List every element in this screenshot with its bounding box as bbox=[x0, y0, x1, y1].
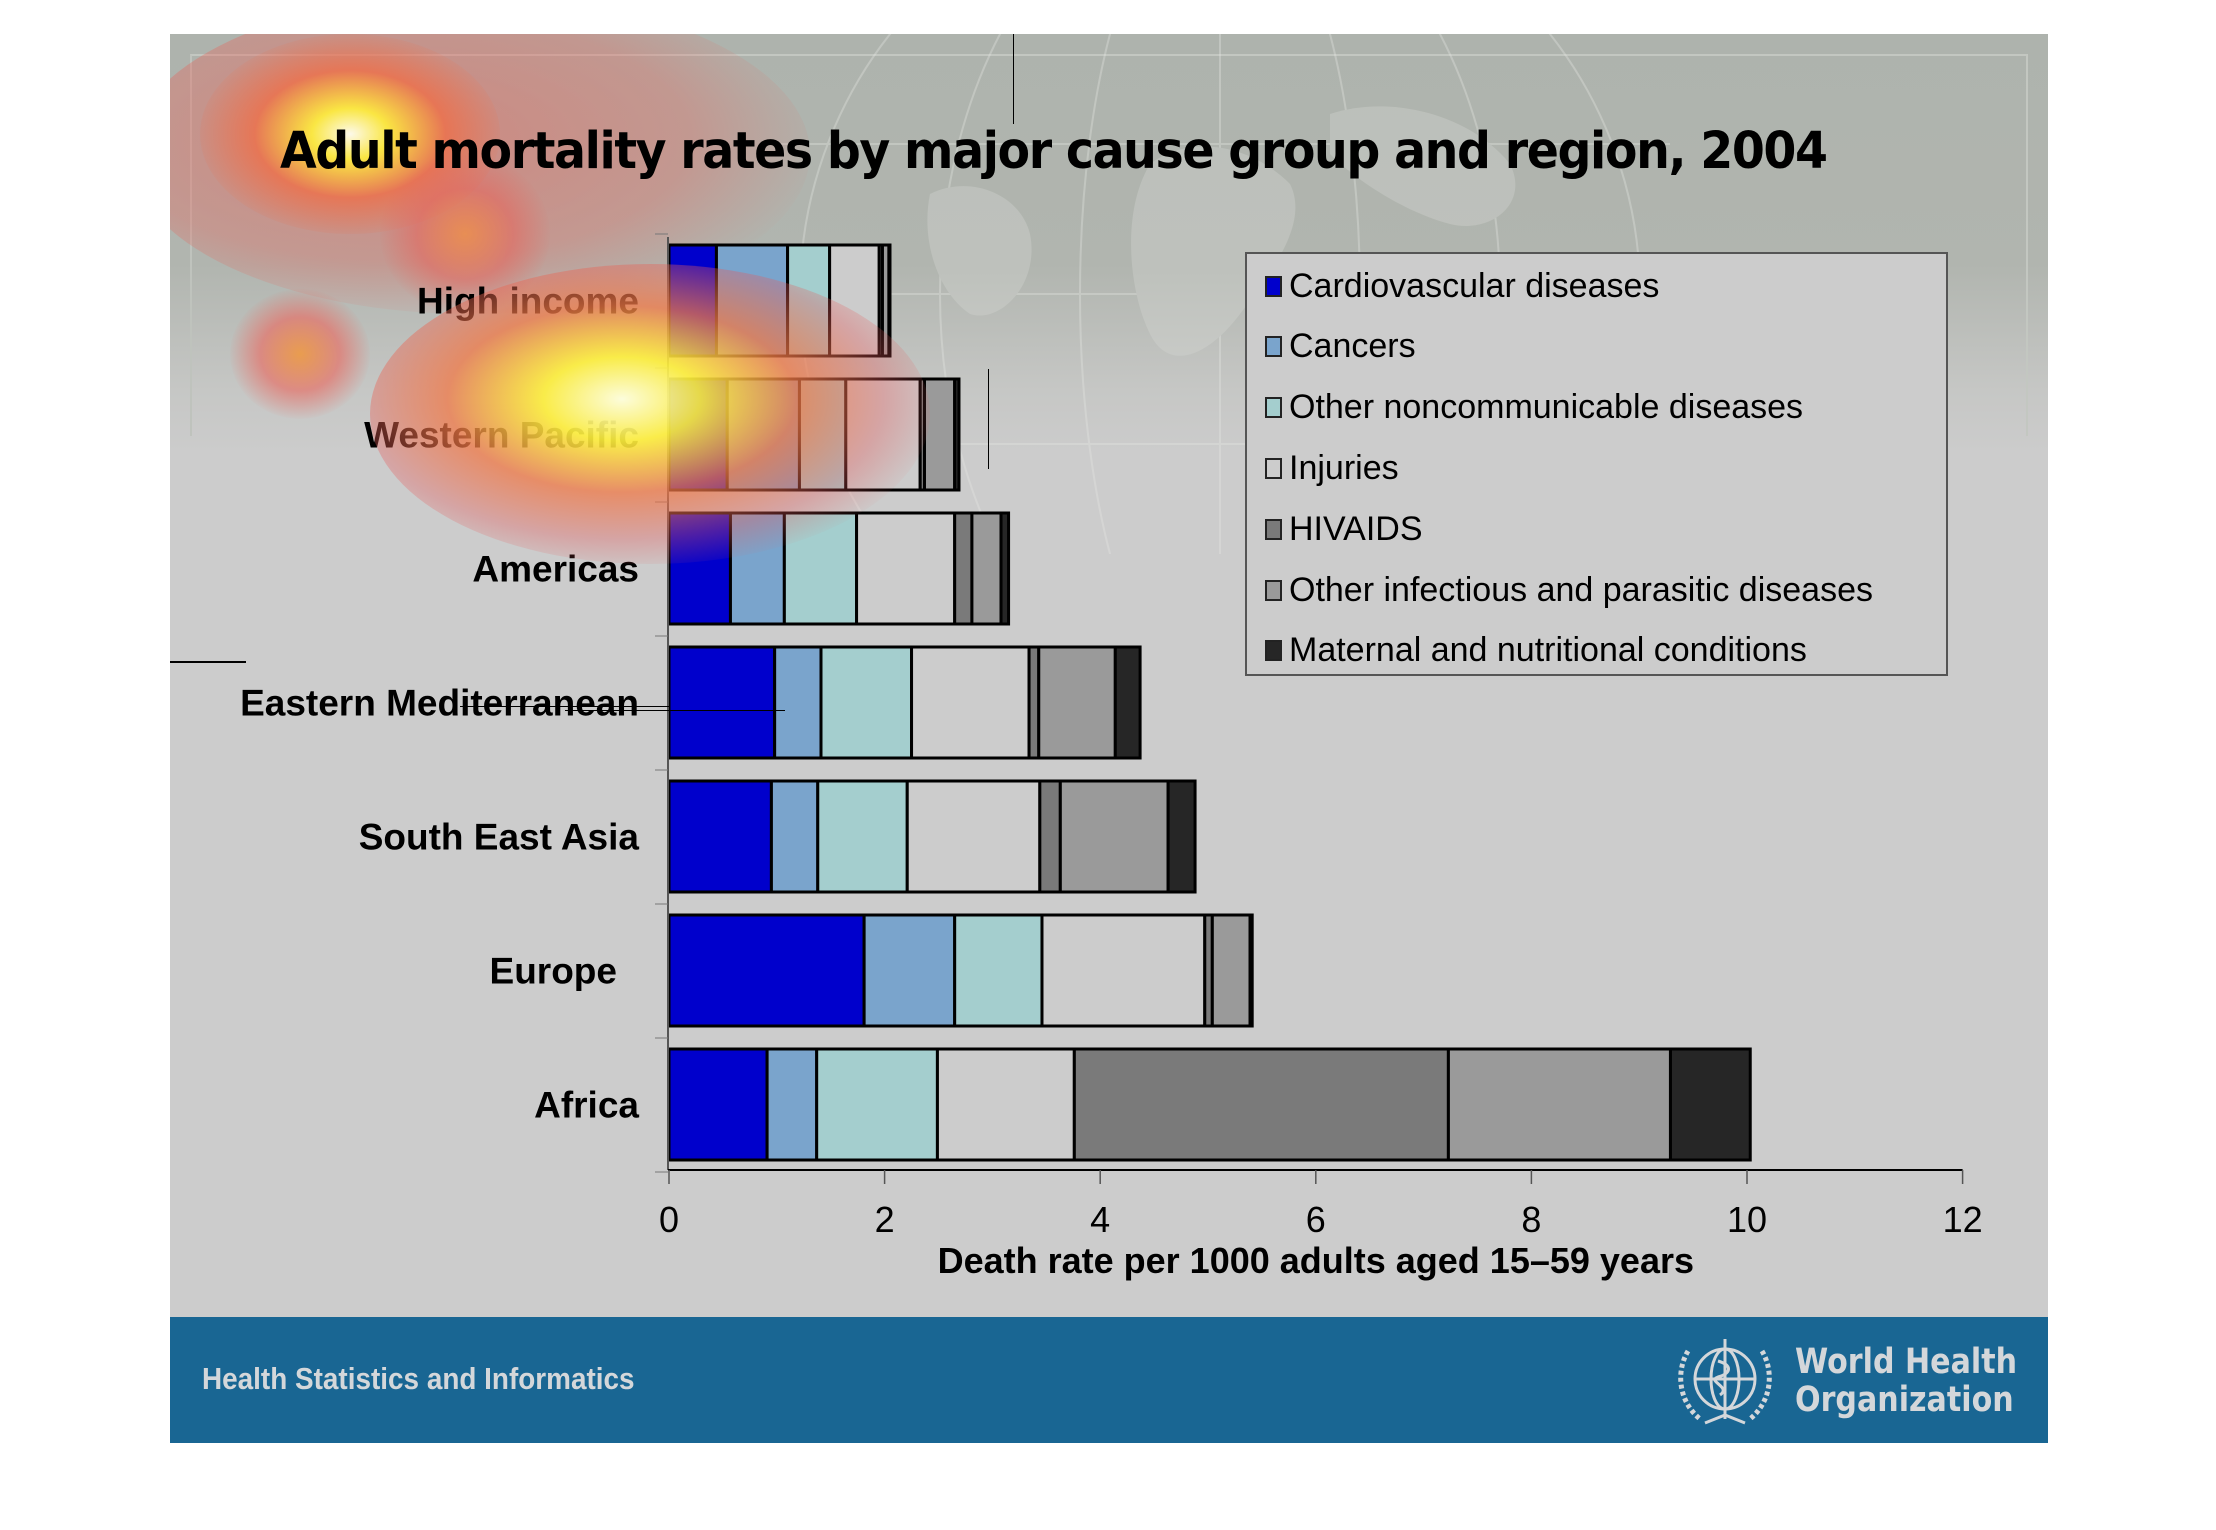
legend-label: Maternal and nutritional conditions bbox=[1289, 631, 1807, 670]
category-label: Eastern Mediterranean bbox=[240, 683, 639, 724]
legend-label: Injuries bbox=[1289, 448, 1399, 487]
bar-segment-3-1: Eastern Mediterranean — Cancers: 0.43 bbox=[773, 645, 823, 760]
legend-swatch bbox=[1265, 397, 1282, 419]
bar-segment-3-2: Eastern Mediterranean — Other noncommuni… bbox=[819, 645, 914, 760]
legend-swatch bbox=[1265, 518, 1282, 540]
bar-segment-4-5: South East Asia — Other infectious and p… bbox=[1058, 779, 1170, 894]
bar-segment-6-1: Africa — Cancers: 0.46 bbox=[765, 1047, 819, 1162]
legend-label: Cancers bbox=[1289, 327, 1416, 366]
bar-segment-4-1: South East Asia — Cancers: 0.43 bbox=[769, 779, 820, 894]
bar-segment-3-5: Eastern Mediterranean — Other infectious… bbox=[1037, 645, 1117, 760]
bar-segment-6-2: Africa — Other noncommunicable diseases:… bbox=[815, 1047, 939, 1162]
legend-swatch bbox=[1265, 640, 1282, 662]
legend-item: Other noncommunicable diseases bbox=[1265, 388, 1803, 428]
bar-segment-3-6: Eastern Mediterranean — Maternal and nut… bbox=[1113, 645, 1142, 760]
footer-text: Health Statistics and Informatics bbox=[202, 1361, 635, 1396]
legend-swatch bbox=[1265, 579, 1282, 601]
bars-layer: High income — Cardiovascular diseases: 0… bbox=[667, 243, 1752, 1162]
slide: Adult mortality rates by major cause gro… bbox=[170, 34, 2048, 1443]
legend-swatch bbox=[1265, 275, 1282, 297]
bar-segment-2-6: Americas — Maternal and nutritional cond… bbox=[999, 511, 1011, 626]
category-label: Africa bbox=[534, 1085, 639, 1126]
legend-label: Cardiovascular diseases bbox=[1289, 266, 1660, 305]
legend-item: Cancers bbox=[1265, 327, 1416, 367]
x-axis-title: Death rate per 1000 adults aged 15–59 ye… bbox=[938, 1240, 1694, 1281]
legend-label: Other noncommunicable diseases bbox=[1289, 388, 1804, 427]
x-tick-label: 0 bbox=[659, 1199, 679, 1240]
bar-segment-6-3: Africa — Injuries: 1.27 bbox=[935, 1047, 1076, 1162]
annotation-line bbox=[565, 710, 785, 711]
legend-item: Other infectious and parasitic diseases bbox=[1265, 570, 1873, 610]
bar-segment-5-0: Europe — Cardiovascular diseases: 1.81 bbox=[667, 913, 866, 1028]
bar-segment-2-5: Americas — Other infectious and parasiti… bbox=[970, 511, 1003, 626]
legend-label: Other infectious and parasitic diseases bbox=[1289, 570, 1873, 609]
legend-swatch bbox=[1265, 336, 1282, 358]
bar-segment-4-3: South East Asia — Injuries: 1.23 bbox=[905, 779, 1042, 894]
legend-item: HIVAIDS bbox=[1265, 509, 1423, 549]
bar-segment-3-3: Eastern Mediterranean — Injuries: 1.09 bbox=[910, 645, 1031, 760]
organization-name-line2: Organization bbox=[1795, 1380, 2014, 1420]
bar-segment-5-2: Europe — Other noncommunicable diseases:… bbox=[953, 913, 1044, 1028]
annotation-line bbox=[988, 369, 989, 469]
category-label: Europe bbox=[490, 951, 617, 992]
x-tick-label: 10 bbox=[1727, 1199, 1767, 1240]
footer-band: Health Statistics and Informatics World … bbox=[170, 1317, 2048, 1443]
bar-segment-6-6: Africa — Maternal and nutritional condit… bbox=[1668, 1047, 1752, 1162]
annotation-line bbox=[1013, 34, 1014, 124]
bar-segment-4-0: South East Asia — Cardiovascular disease… bbox=[667, 779, 773, 894]
bar-segment-3-0: Eastern Mediterranean — Cardiovascular d… bbox=[667, 645, 777, 760]
legend-label: HIVAIDS bbox=[1289, 509, 1423, 548]
bar-segment-4-4: South East Asia — HIVAIDS: 0.19 bbox=[1038, 779, 1062, 894]
bar-segment-6-4: Africa — HIVAIDS: 3.47 bbox=[1072, 1047, 1450, 1162]
category-label: South East Asia bbox=[359, 817, 640, 858]
bar-segment-1-6: Western Pacific — Maternal and nutrition… bbox=[953, 377, 961, 492]
bar-segment-6-5: Africa — Other infectious and parasitic … bbox=[1446, 1047, 1672, 1162]
x-tick-label: 6 bbox=[1306, 1199, 1326, 1240]
x-tick-label: 4 bbox=[1090, 1199, 1110, 1240]
bar-segment-2-3: Americas — Injuries: 0.91 bbox=[855, 511, 957, 626]
bar-segment-5-3: Europe — Injuries: 1.51 bbox=[1040, 913, 1207, 1028]
legend-item: Cardiovascular diseases bbox=[1265, 266, 1659, 306]
legend: Cardiovascular diseases Cancers Other nonc… bbox=[1245, 252, 1948, 676]
x-tick-label: 8 bbox=[1521, 1199, 1541, 1240]
heatmap-overlay bbox=[370, 264, 930, 564]
bar-segment-5-1: Europe — Cancers: 0.84 bbox=[862, 913, 957, 1028]
organization-name-line1: World Health bbox=[1795, 1342, 2018, 1382]
bar-segment-1-5: Western Pacific — Other infectious and p… bbox=[922, 377, 957, 492]
legend-swatch bbox=[1265, 457, 1282, 479]
bar-segment-4-6: South East Asia — Maternal and nutrition… bbox=[1166, 779, 1197, 894]
annotation-line bbox=[460, 706, 670, 707]
heatmap-overlay bbox=[230, 289, 370, 419]
who-emblem-icon bbox=[1678, 1339, 1772, 1425]
legend-item: Maternal and nutritional conditions bbox=[1265, 631, 1807, 671]
x-axis: 0 2 4 6 8 10 12 Death rate per 1000 adults aged… bbox=[655, 233, 1983, 1281]
x-tick-label: 12 bbox=[1943, 1199, 1983, 1240]
bar-segment-5-6: Europe — Maternal and nutritional condit… bbox=[1248, 913, 1254, 1028]
x-tick-label: 2 bbox=[875, 1199, 895, 1240]
bar-segment-4-2: South East Asia — Other noncommunicable … bbox=[816, 779, 909, 894]
chart-title: Adult mortality rates by major cause gro… bbox=[280, 122, 1828, 181]
legend-item: Injuries bbox=[1265, 448, 1399, 488]
bar-segment-5-5: Europe — Other infectious and parasitic … bbox=[1210, 913, 1252, 1028]
organization-name: World Health Organization bbox=[1795, 1343, 2017, 1419]
bar-segment-2-4: Americas — HIVAIDS: 0.16 bbox=[953, 511, 974, 626]
annotation-line bbox=[170, 661, 246, 663]
bar-segment-6-0: Africa — Cardiovascular diseases: 0.91 bbox=[667, 1047, 769, 1162]
